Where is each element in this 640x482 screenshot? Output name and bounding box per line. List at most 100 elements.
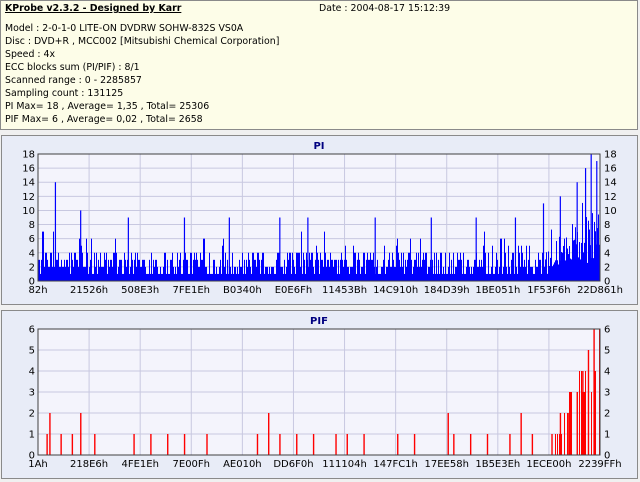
pi-bar — [503, 266, 504, 281]
pi-bar — [151, 252, 152, 281]
pif-y-tick-left: 6 — [29, 325, 35, 336]
pi-bar — [60, 266, 61, 281]
pi-bar — [188, 273, 189, 281]
pi-bar — [298, 252, 299, 281]
pi-bar — [133, 273, 134, 281]
pi-bar — [277, 252, 278, 281]
pi-bar — [295, 273, 296, 281]
pi-x-tick-label: 7FE1Eh — [173, 285, 210, 296]
pi-bar — [463, 252, 464, 281]
pi-bar — [511, 259, 512, 281]
pi-bar — [378, 273, 379, 281]
pif-bar — [486, 434, 489, 455]
pi-y-tick-right: 2 — [604, 262, 610, 273]
pi-bar — [257, 252, 258, 281]
pi-bar — [392, 252, 393, 281]
pi-bar — [478, 266, 479, 281]
pi-y-tick-right: 6 — [604, 234, 610, 245]
pi-y-tick-left: 14 — [22, 178, 35, 189]
pi-bar — [573, 240, 574, 281]
pif-bar — [582, 392, 583, 455]
pi-bar — [558, 264, 559, 281]
pi-y-tick-left: 18 — [22, 150, 35, 161]
pi-bar — [169, 273, 170, 281]
pi-bar — [451, 259, 452, 281]
pi-bar — [219, 266, 220, 281]
pi-bar — [200, 252, 201, 281]
pi-bar — [471, 266, 472, 281]
pi-bar — [545, 259, 546, 281]
pi-bar — [270, 273, 271, 281]
pi-chart: PI 0 0 2 2 4 4 6 6 8 8 10 10 12 12 14 14 16 16 18 18 82h 21526… — [22, 141, 623, 296]
pif-y-tick-left: 1 — [29, 430, 35, 441]
pi-bar — [158, 273, 159, 281]
pi-bar — [166, 273, 167, 281]
pi-bar — [519, 252, 520, 281]
pif-bar — [576, 392, 578, 455]
pi-bar — [315, 259, 316, 281]
pi-plot-frame — [37, 153, 601, 282]
pi-bar — [210, 273, 211, 281]
pi-bar — [354, 252, 355, 281]
pi-bar — [520, 266, 521, 281]
pi-bar — [247, 266, 248, 281]
pi-bar — [311, 252, 312, 281]
pi-bar — [358, 252, 359, 281]
pi-bar — [559, 196, 561, 281]
pif-y-tick-left: 5 — [29, 346, 35, 357]
pi-bar — [48, 266, 49, 281]
pi-bar — [501, 238, 502, 281]
pi-bar — [236, 273, 237, 281]
pi-bar — [343, 266, 344, 281]
pi-bar — [125, 259, 126, 281]
pi-bar — [424, 259, 425, 281]
pi-bar — [94, 252, 95, 281]
pi-bar — [213, 259, 214, 281]
pi-bar — [434, 252, 435, 281]
pi-bar — [239, 259, 240, 281]
pi-bar — [332, 259, 333, 281]
pi-bar — [302, 273, 303, 281]
pi-bar — [157, 266, 158, 281]
pif-stats: PIF Max= 6 , Average= 0,02 , Total= 2658 — [5, 114, 203, 125]
pi-bar — [81, 245, 82, 281]
pi-bar — [117, 273, 118, 281]
pif-bar — [587, 350, 590, 455]
pi-bar — [505, 252, 506, 281]
pi-bar — [359, 259, 360, 281]
pi-bar — [404, 273, 405, 281]
pi-bar — [554, 262, 555, 281]
pi-bar — [84, 266, 85, 281]
pi-bar — [549, 265, 550, 281]
pif-x-tick-label: 7E00Fh — [173, 459, 211, 470]
pi-bar — [399, 259, 400, 281]
pi-bar — [83, 266, 84, 281]
pi-bar — [475, 259, 476, 281]
pi-bar — [196, 252, 197, 281]
pi-bar — [464, 273, 465, 281]
pi-bar — [299, 252, 300, 281]
pi-bar — [264, 273, 265, 281]
pi-bar — [294, 266, 295, 281]
pi-bar — [410, 238, 411, 281]
pi-bar — [411, 259, 412, 281]
pi-bar — [244, 259, 245, 281]
pi-bar — [454, 273, 455, 281]
pi-bar — [534, 273, 535, 281]
pi-bar — [132, 259, 133, 281]
pi-bar — [373, 252, 374, 281]
scan-info-panel: KProbe v2.3.2 - Designed by Karr Date : … — [0, 0, 638, 130]
pi-bar — [547, 273, 548, 281]
pif-bar — [183, 434, 186, 455]
pif-y-tick-right: 1 — [604, 430, 610, 441]
pi-bar — [101, 266, 102, 281]
pi-bar — [344, 259, 345, 281]
pi-bar — [584, 168, 587, 281]
pi-bar — [110, 259, 111, 281]
pi-bar — [405, 259, 406, 281]
pi-bar — [587, 262, 588, 281]
pif-bar — [94, 434, 96, 455]
pi-bar — [114, 252, 115, 281]
pi-bar — [186, 259, 187, 281]
pi-bar — [317, 252, 318, 281]
